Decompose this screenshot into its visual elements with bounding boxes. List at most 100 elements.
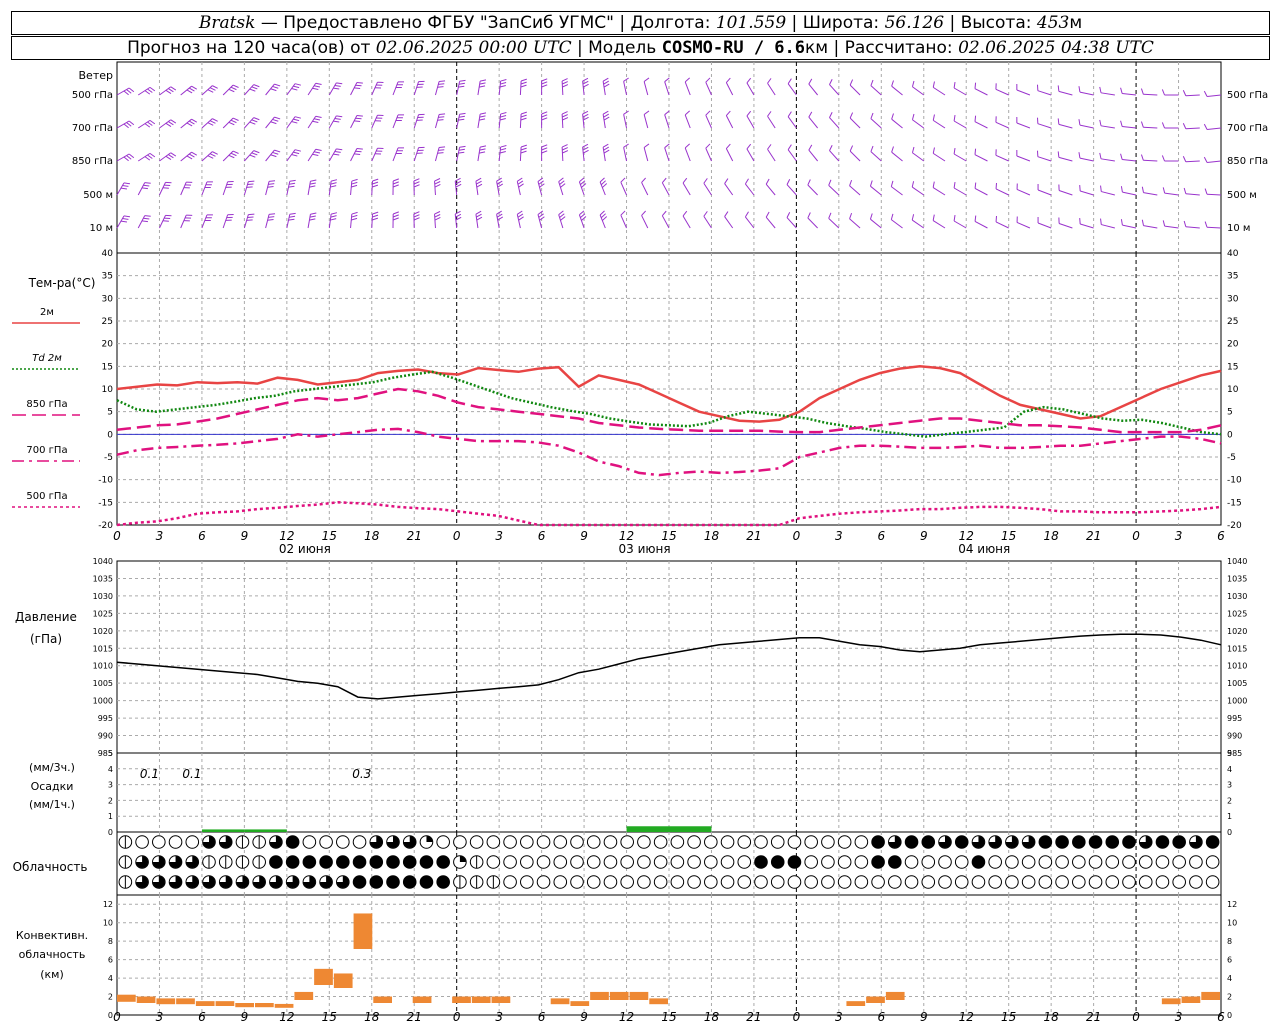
wind-barb-feather [122,184,129,187]
cloud-symbol [904,835,919,849]
wind-barb-feather [272,151,279,155]
wind-barb [350,181,353,196]
wind-barb-feather [272,85,279,89]
wind-barb-feather [232,150,239,154]
wind-barb-feather [149,86,156,92]
wind-barb [371,82,378,96]
conv-bar [195,1001,215,1006]
wind-barb [870,151,882,162]
cloud-symbol [603,875,618,889]
wind-barb [602,81,606,96]
wind-barb-feather [434,211,441,215]
wind-barb-feather [500,79,507,82]
cloud-symbol [754,855,768,869]
wind-barb-feather [562,81,568,85]
wind-barb-feather [228,88,235,93]
cloud-symbol-fill [972,836,985,849]
wind-barb-feather [520,147,527,151]
wind-barb-feather [149,152,156,158]
wind-barb [1207,160,1222,163]
cloud-symbol [1155,875,1170,889]
wind-barb-feather [705,143,711,149]
wind-barb [891,85,903,96]
wind-barb [519,80,522,96]
hour-label-bottom: 0 [1132,1010,1140,1024]
precip-label: 0.3 [352,767,371,781]
cloud-symbol-fill [152,856,165,868]
cloud-symbol [737,855,752,869]
wind-barb-feather [188,153,195,158]
cloud-symbol [419,855,434,869]
wind-barb-feather [459,79,466,82]
cloud-symbol [402,875,417,889]
wind-barb-feather [249,121,256,125]
cloud-symbol [185,835,200,849]
conv-bar [866,996,885,1003]
cloud-symbol [1021,855,1036,869]
hour-label: 18 [704,529,720,543]
wind-barb-feather [230,86,237,91]
wind-barb-feather [1120,87,1123,94]
cloud-symbol [1072,855,1086,869]
wind-barb-feather [120,220,128,223]
precip-tick-left: 4 [108,765,113,774]
wind-level-left: 500 гПа [72,90,113,101]
wind-barb [371,115,378,129]
wind-barb-feather [517,213,524,218]
wind-barb-feather [643,110,650,115]
cloud-symbol [620,855,634,869]
calc-label: | Рассчитано: [828,38,959,58]
cloud-symbol [336,835,350,849]
wind-barb [808,116,819,129]
wind-barb-feather [520,81,527,85]
cloud-symbol-fill [203,836,215,848]
wind-barb-feather [309,182,316,185]
wind-barb [1080,190,1094,196]
wind-barb [912,152,925,162]
wind-barb [643,81,649,96]
cloud-symbol-fill [286,876,299,888]
wind-barb [1143,93,1158,96]
cloud-symbol [1055,835,1069,849]
wind-barb [434,180,436,196]
wind-barb-feather [641,177,646,183]
wind-barb [724,183,734,196]
cloud-symbol [586,835,601,849]
wind-barb-feather [123,182,131,185]
temp-legend-label: 850 гПа [26,399,67,410]
wind-barb [371,180,374,196]
wind-barb [661,215,670,229]
pressure-tick-left: 1015 [93,644,113,653]
cloud-symbol [954,875,969,889]
wind-barb-feather [372,217,379,221]
wind-barb-feather [890,180,894,187]
temp-tick-left: 10 [102,385,114,395]
wind-barb-feather [479,85,486,88]
conv-bar [215,1001,235,1006]
cloud-symbol [553,875,568,889]
hour-label-bottom: 6 [198,1010,206,1024]
wind-barb [765,183,776,196]
wind-barb-feather [141,220,148,223]
cloud-symbol [804,875,818,889]
hour-label-bottom: 9 [580,1010,588,1024]
wind-barb-feather [911,113,915,120]
wind-barb [496,181,500,196]
wind-barb-feather [500,148,507,151]
wind-barb [953,220,967,229]
wind-level-right: 500 гПа [1227,90,1268,101]
wind-barb [767,82,776,96]
wind-barb-feather [582,80,589,85]
wind-barb-feather [372,214,379,218]
wind-barb-feather [602,183,608,188]
wind-barb-feather [953,81,956,89]
cloud-symbol [904,875,919,889]
wind-barb-feather [268,183,275,185]
wind-barb-feather [168,88,174,93]
wind-barb-feather [583,83,589,88]
hour-label-bottom: 0 [453,1010,461,1024]
wind-barb-feather [458,151,465,154]
wind-barb [787,83,797,96]
wind-barb [725,148,734,162]
cloud-symbol [1072,875,1086,889]
